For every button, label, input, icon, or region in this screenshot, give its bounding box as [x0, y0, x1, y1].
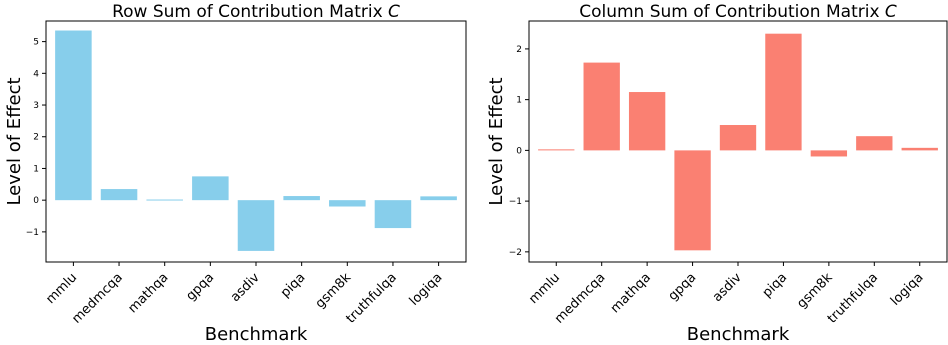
- x-tick-label: asdiv: [228, 270, 263, 305]
- bar: [100, 189, 138, 201]
- chart-title-symbol: C: [388, 2, 400, 22]
- x-tick-label: gpqa: [666, 270, 700, 304]
- x-tick-label: mmlu: [43, 270, 80, 307]
- bar: [283, 196, 320, 201]
- bar: [856, 136, 893, 151]
- bar: [583, 62, 620, 151]
- x-axis-label: Benchmark: [205, 324, 308, 345]
- x-tick-label: asdiv: [710, 270, 745, 305]
- bar: [55, 30, 92, 201]
- bar: [538, 149, 575, 151]
- y-tick-label: 2: [33, 133, 39, 143]
- bar: [628, 92, 666, 151]
- x-axis-label: Benchmark: [687, 324, 790, 345]
- x-tick-label: piqa: [760, 270, 790, 300]
- y-axis-label: Level of Effect: [486, 77, 507, 205]
- bar: [192, 176, 229, 201]
- y-tick-label: 1: [33, 164, 39, 174]
- chart-title-symbol: C: [885, 2, 897, 22]
- bar: [810, 150, 848, 157]
- chart-title: Column Sum of Contribution Matrix C: [579, 2, 897, 22]
- x-tick-label: mathqa: [608, 270, 654, 316]
- x-tick-label: logiqa: [888, 270, 927, 309]
- x-tick-label: mathqa: [125, 270, 171, 316]
- y-tick-label: 3: [33, 101, 39, 111]
- x-tick-label: gsm8k: [794, 270, 836, 312]
- x-tick-label: mmlu: [526, 270, 563, 307]
- y-tick-label: 0: [33, 196, 39, 206]
- y-axis-label: Level of Effect: [4, 77, 25, 205]
- y-tick-label: 5: [33, 38, 39, 48]
- bar: [374, 200, 412, 229]
- x-tick-label: gsm8k: [313, 270, 355, 312]
- bar: [719, 125, 757, 151]
- chart-title-text: Column Sum of Contribution Matrix: [579, 2, 885, 22]
- chart-title: Row Sum of Contribution Matrix C: [112, 2, 400, 22]
- bar: [146, 199, 183, 201]
- y-tick-label: 1: [516, 96, 522, 106]
- bar: [237, 200, 275, 251]
- bar: [765, 33, 802, 151]
- bar: [901, 147, 938, 151]
- bar: [329, 200, 366, 207]
- y-tick-label: −2: [509, 248, 522, 258]
- x-tick-label: gpqa: [183, 270, 217, 304]
- bar: [674, 150, 711, 251]
- y-tick-label: −1: [509, 197, 522, 207]
- y-tick-label: 0: [516, 146, 522, 156]
- bar: [420, 196, 457, 201]
- y-tick-label: 2: [516, 45, 522, 55]
- y-tick-label: −1: [26, 228, 39, 238]
- chart-title-text: Row Sum of Contribution Matrix: [112, 2, 388, 22]
- y-tick-label: 4: [33, 69, 39, 79]
- x-tick-label: logiqa: [407, 270, 446, 309]
- x-tick-label: piqa: [278, 270, 308, 300]
